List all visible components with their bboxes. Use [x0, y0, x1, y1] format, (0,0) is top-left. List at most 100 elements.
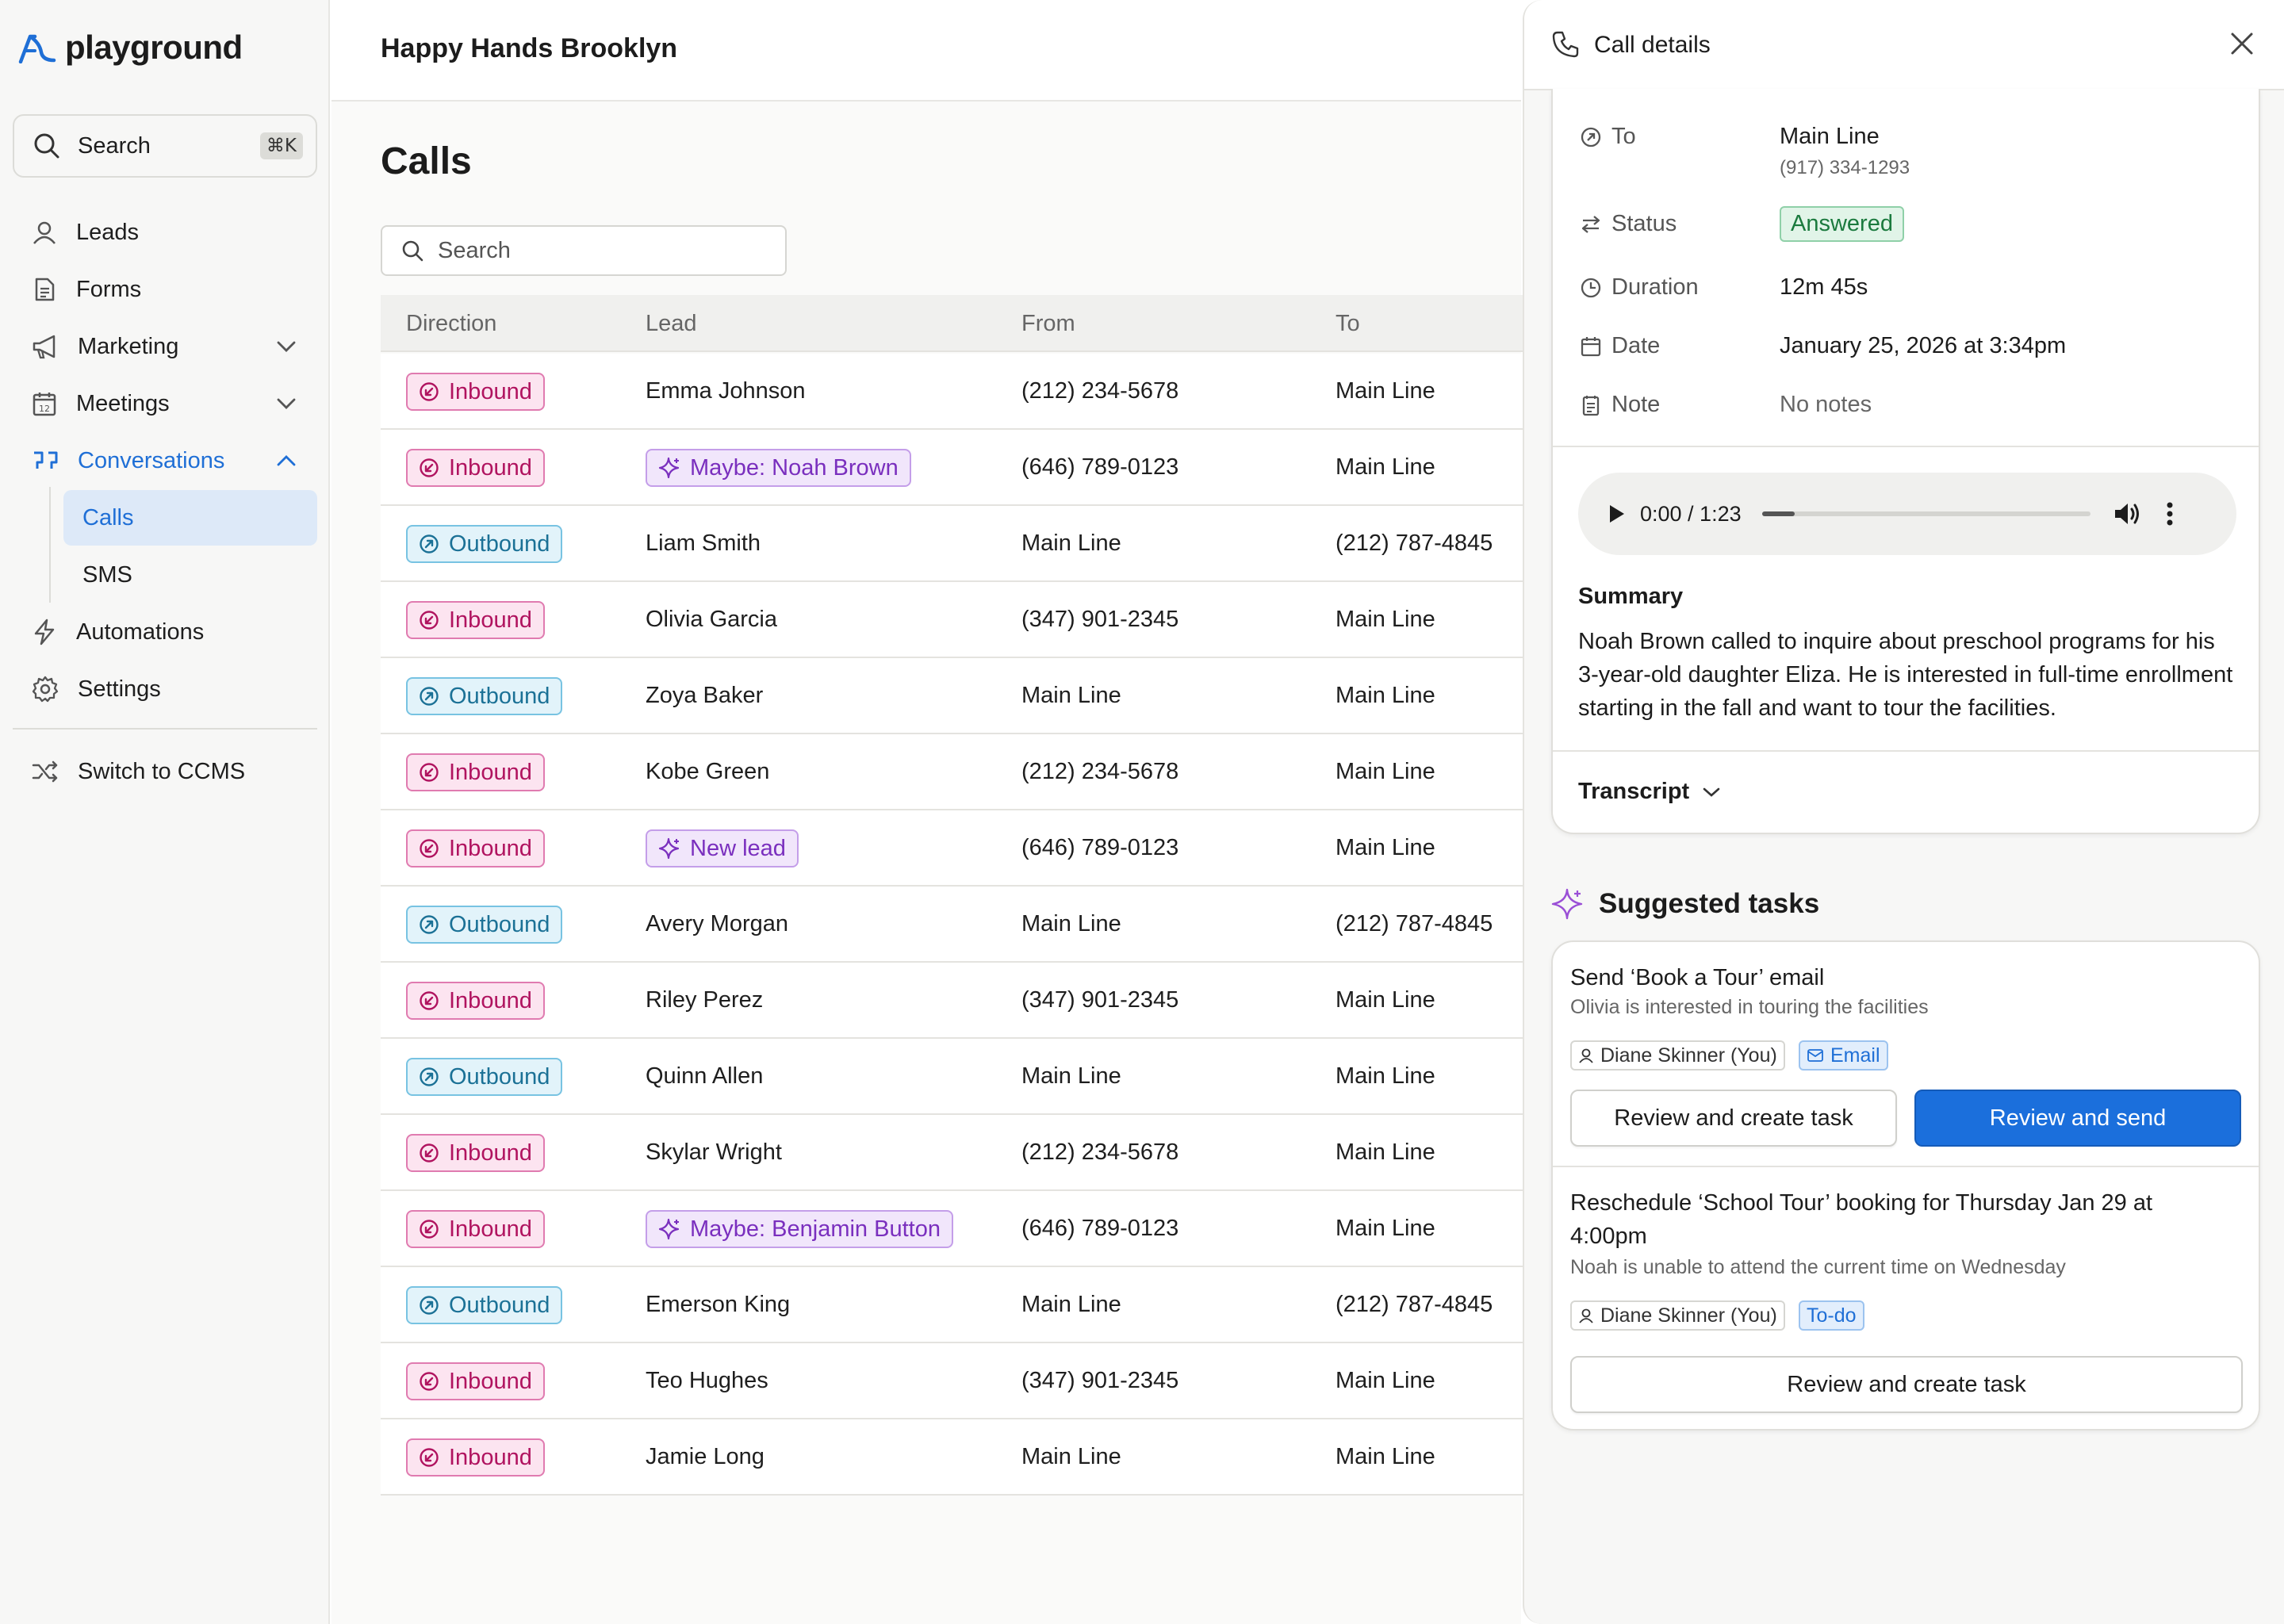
date-value: January 25, 2026 at 3:34pm [1780, 333, 2067, 358]
column-header-lead[interactable]: Lead [646, 311, 697, 336]
table-row[interactable]: Inbound Teo Hughes (347) 901-2345 Main Line [381, 1343, 1523, 1419]
direction-label: Inbound [449, 607, 532, 633]
close-icon[interactable] [2228, 30, 2255, 57]
switch-ccms-label: Switch to CCMS [78, 758, 246, 784]
transcript-toggle[interactable]: Transcript [1578, 779, 1721, 805]
direction-label: Inbound [449, 835, 532, 861]
sidebar-item-label: Forms [76, 276, 142, 302]
sidebar-item-leads[interactable]: Leads [13, 206, 317, 259]
note-icon [1580, 394, 1602, 416]
sidebar-item-meetings[interactable]: 12 Meetings [13, 377, 317, 430]
chevron-down-icon[interactable] [276, 397, 297, 410]
user-icon [1578, 1308, 1600, 1323]
direction-badge: Inbound [406, 1134, 545, 1172]
audio-progress-slider[interactable] [1761, 511, 2090, 516]
table-row[interactable]: Inbound Olivia Garcia (347) 901-2345 Main L… [381, 582, 1523, 658]
table-row[interactable]: Inbound Kobe Green (212) 234-5678 Main Line [381, 734, 1523, 810]
to-number: Main Line [1336, 607, 1435, 632]
lead-match-badge[interactable]: New lead [646, 829, 799, 868]
table-row[interactable]: Inbound Skylar Wright (212) 234-5678 Main L… [381, 1115, 1523, 1191]
direction-badge: Outbound [406, 525, 563, 563]
table-row[interactable]: Outbound Quinn Allen Main Line Main Line [381, 1039, 1523, 1115]
column-header-direction[interactable]: Direction [406, 311, 497, 336]
direction-badge: Inbound [406, 1438, 545, 1477]
direction-label: Inbound [449, 1368, 532, 1394]
detail-row-to: To [1580, 124, 1636, 150]
sidebar-search[interactable]: Search ⌘K [13, 114, 317, 178]
status-badge: Answered [1780, 206, 1904, 242]
table-row[interactable]: Inbound Emma Johnson (212) 234-5678 Main Li… [381, 354, 1523, 430]
review-and-create-task-button[interactable]: Review and create task [1570, 1356, 2243, 1413]
lead-match-badge[interactable]: Maybe: Benjamin Button [646, 1210, 953, 1248]
lead-name: Emma Johnson [646, 378, 806, 404]
direction-badge: Inbound [406, 449, 545, 487]
more-vertical-icon[interactable] [2167, 502, 2173, 526]
arrow-up-right-icon [419, 534, 439, 554]
lead-name: Maybe: Benjamin Button [690, 1216, 941, 1242]
sidebar-item-forms[interactable]: Forms [13, 263, 317, 316]
org-name: Happy Hands Brooklyn [381, 33, 678, 63]
chevron-down-icon[interactable] [276, 340, 297, 353]
column-header-from[interactable]: From [1021, 311, 1075, 336]
to-number: Main Line [1336, 1139, 1435, 1165]
play-icon[interactable] [1608, 504, 1626, 524]
arrow-down-left-icon [419, 1143, 439, 1163]
calls-search-input[interactable] [438, 237, 771, 264]
table-row[interactable]: Inbound Maybe: Benjamin Button (646) 789-0… [381, 1191, 1523, 1267]
table-row[interactable]: Outbound Emerson King Main Line (212) 787-4… [381, 1267, 1523, 1343]
task-title: Reschedule ‘School Tour’ booking for Thu… [1570, 1190, 2153, 1249]
lead-name: Emerson King [646, 1292, 791, 1317]
table-row[interactable]: Inbound Jamie Long Main Line Main Line [381, 1419, 1523, 1496]
sparkle-icon [658, 457, 680, 479]
lead-name: Zoya Baker [646, 683, 764, 708]
table-row[interactable]: Inbound Maybe: Noah Brown (646) 789-0123 Ma… [381, 430, 1523, 506]
app-logo[interactable]: playground [17, 29, 243, 67]
direction-label: Inbound [449, 1139, 532, 1166]
volume-icon[interactable] [2113, 500, 2143, 527]
sidebar-subitem-calls[interactable]: Calls [63, 490, 317, 546]
to-number: (212) 787-4845 [1336, 1292, 1493, 1317]
sidebar-item-automations[interactable]: Automations [13, 606, 317, 658]
lightning-icon [32, 619, 57, 645]
direction-label: Inbound [449, 454, 532, 481]
transcript-label: Transcript [1578, 779, 1690, 804]
chevron-up-icon[interactable] [276, 454, 297, 467]
table-row[interactable]: Inbound New lead (646) 789-0123 Main Line [381, 810, 1523, 887]
direction-badge: Inbound [406, 1210, 545, 1248]
sidebar-item-conversations[interactable]: Conversations [13, 435, 317, 487]
review-and-send-button[interactable]: Review and send [1914, 1090, 2241, 1147]
calls-table-body: Inbound Emma Johnson (212) 234-5678 Main Li… [381, 354, 1523, 1496]
to-number: Main Line [1336, 835, 1435, 860]
direction-label: Inbound [449, 759, 532, 785]
document-icon [32, 277, 57, 302]
table-row[interactable]: Inbound Riley Perez (347) 901-2345 Main Lin… [381, 963, 1523, 1039]
direction-label: Inbound [449, 1444, 532, 1470]
lead-match-badge[interactable]: Maybe: Noah Brown [646, 449, 911, 487]
submenu-rail [49, 487, 51, 603]
calls-search-field[interactable] [381, 225, 787, 276]
table-row[interactable]: Outbound Liam Smith Main Line (212) 787-484… [381, 506, 1523, 582]
lead-name: Riley Perez [646, 987, 764, 1013]
call-details-panel: Call details To Main Line (917) 334-1293… [1523, 0, 2284, 1624]
to-number: Main Line [1336, 987, 1435, 1013]
switch-ccms-button[interactable]: Switch to CCMS [13, 745, 317, 798]
sidebar-item-marketing[interactable]: Marketing [13, 320, 317, 373]
review-and-create-task-button[interactable]: Review and create task [1570, 1090, 1897, 1147]
lead-name: Teo Hughes [646, 1368, 768, 1393]
table-row[interactable]: Outbound Zoya Baker Main Line Main Line [381, 658, 1523, 734]
lead-name: Jamie Long [646, 1444, 765, 1469]
from-number: Main Line [1021, 683, 1121, 708]
duration-value: 12m 45s [1780, 274, 1868, 300]
table-row[interactable]: Outbound Avery Morgan Main Line (212) 787-4… [381, 887, 1523, 963]
top-bar: Happy Hands Brooklyn [331, 0, 1521, 102]
to-number: Main Line [1336, 454, 1435, 480]
sidebar-subitem-sms[interactable]: SMS [82, 561, 132, 588]
direction-badge: Inbound [406, 829, 545, 868]
column-header-to[interactable]: To [1336, 311, 1360, 336]
quote-icon [32, 450, 59, 472]
sidebar: playground Search ⌘K Leads Forms Marketi… [0, 0, 330, 1624]
sidebar-item-settings[interactable]: Settings [13, 663, 317, 715]
gear-icon [32, 676, 59, 703]
slide-logo-icon [17, 32, 57, 63]
suggested-tasks-title: Suggested tasks [1599, 888, 1820, 919]
